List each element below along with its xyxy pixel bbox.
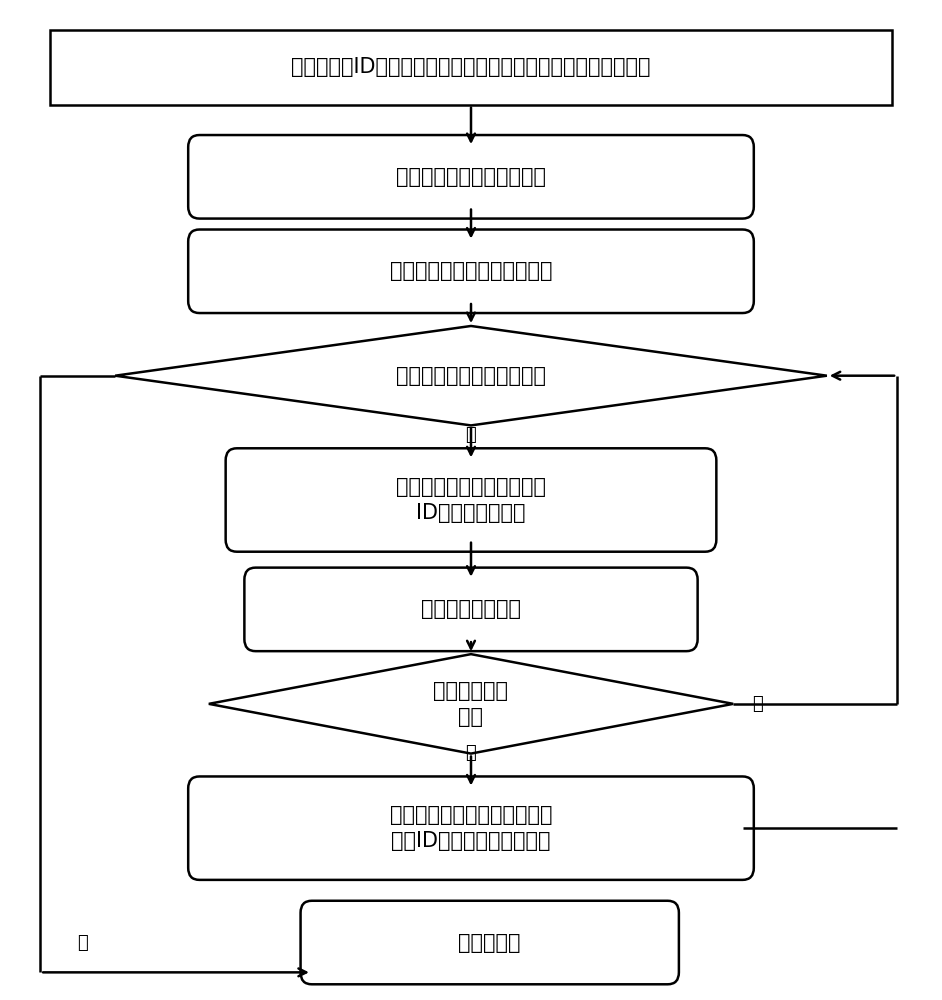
Text: 当前节点向周围发送带宽、
ID及能量查询信号: 当前节点向周围发送带宽、 ID及能量查询信号 [396, 477, 546, 523]
FancyBboxPatch shape [50, 30, 892, 105]
Text: 是: 是 [77, 934, 88, 952]
Text: 路由表建立: 路由表建立 [459, 933, 521, 953]
Text: 是否收到信息
反馈: 是否收到信息 反馈 [433, 681, 509, 727]
Polygon shape [209, 654, 733, 754]
FancyBboxPatch shape [188, 230, 754, 313]
FancyBboxPatch shape [300, 901, 679, 984]
Text: 是: 是 [465, 744, 477, 762]
FancyBboxPatch shape [244, 568, 698, 651]
Polygon shape [115, 326, 827, 425]
FancyBboxPatch shape [226, 448, 716, 552]
Text: 计算到目的节点的实际距离: 计算到目的节点的实际距离 [396, 167, 546, 187]
Text: 信号发送次数加一: 信号发送次数加一 [421, 599, 521, 619]
Text: 计算当前节点的混合加权距离: 计算当前节点的混合加权距离 [390, 261, 552, 281]
FancyBboxPatch shape [188, 135, 754, 219]
Text: 初始化节点ID、带宽、最大传输距离、能量及最大信号发送次数: 初始化节点ID、带宽、最大传输距离、能量及最大信号发送次数 [291, 57, 651, 77]
Text: 否: 否 [752, 695, 763, 713]
Text: 否: 否 [465, 426, 477, 444]
FancyBboxPatch shape [188, 776, 754, 880]
Text: 在当前节点路由表中记录邻居
节点ID、地址、带宽及能量: 在当前节点路由表中记录邻居 节点ID、地址、带宽及能量 [390, 805, 552, 851]
Text: 信号发送次数是否已达上限: 信号发送次数是否已达上限 [396, 366, 546, 386]
